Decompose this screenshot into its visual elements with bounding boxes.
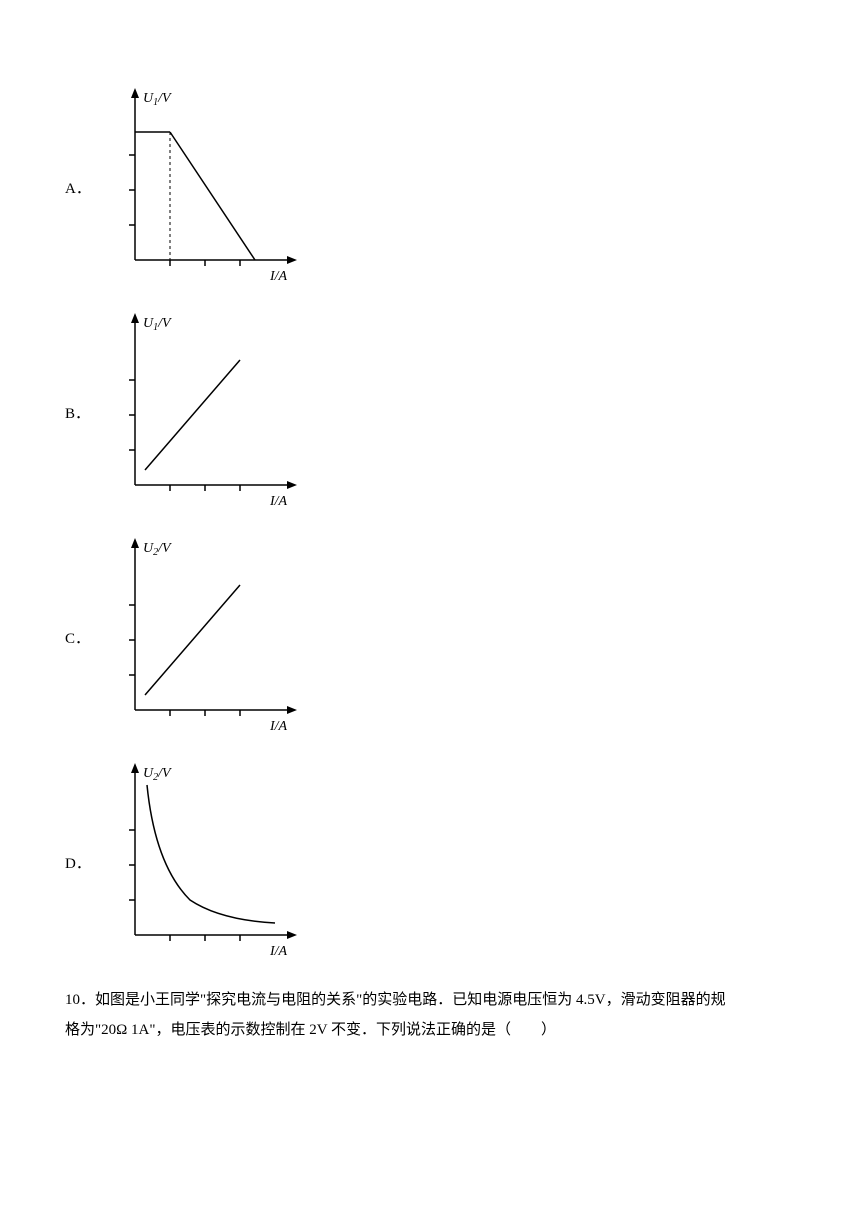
chart-c: U2/V I/A: [105, 530, 305, 745]
chart-b-svg: U1/V I/A: [105, 305, 305, 520]
chart-d-xlabel: I/A: [269, 944, 288, 959]
chart-c-svg: U2/V I/A: [105, 530, 305, 745]
chart-a-ylabel: U1/V: [143, 91, 172, 108]
chart-b-xlabel: I/A: [269, 494, 288, 509]
option-row-a: A． U1/V I/A: [60, 80, 800, 295]
option-row-b: B． U1/V I/A: [60, 305, 800, 520]
option-label-d: D．: [60, 852, 105, 873]
option-label-c: C．: [60, 627, 105, 648]
chart-d: U2/V I/A: [105, 755, 305, 970]
option-label-a: A．: [60, 177, 105, 198]
chart-a: U1/V I/A: [105, 80, 305, 295]
option-label-b: B．: [60, 402, 105, 423]
option-row-d: D． U2/V I/A: [60, 755, 800, 970]
chart-b: U1/V I/A: [105, 305, 305, 520]
chart-b-ylabel: U1/V: [143, 316, 172, 333]
chart-d-svg: U2/V I/A: [105, 755, 305, 970]
chart-a-svg: U1/V I/A: [105, 80, 305, 295]
chart-a-xlabel: I/A: [269, 269, 288, 284]
question-10: 10．如图是小王同学"探究电流与电阻的关系"的实验电路．已知电源电压恒为 4.5…: [60, 985, 800, 1045]
question-number: 10．: [65, 992, 95, 1008]
question-text-line1: 如图是小王同学"探究电流与电阻的关系"的实验电路．已知电源电压恒为 4.5V，滑…: [95, 992, 726, 1008]
chart-d-ylabel: U2/V: [143, 766, 172, 783]
option-row-c: C． U2/V I/A: [60, 530, 800, 745]
question-text-line2: 格为"20Ω 1A"，电压表的示数控制在 2V 不变．下列说法正确的是（ ）: [65, 1022, 556, 1038]
chart-c-xlabel: I/A: [269, 719, 288, 734]
chart-c-ylabel: U2/V: [143, 541, 172, 558]
